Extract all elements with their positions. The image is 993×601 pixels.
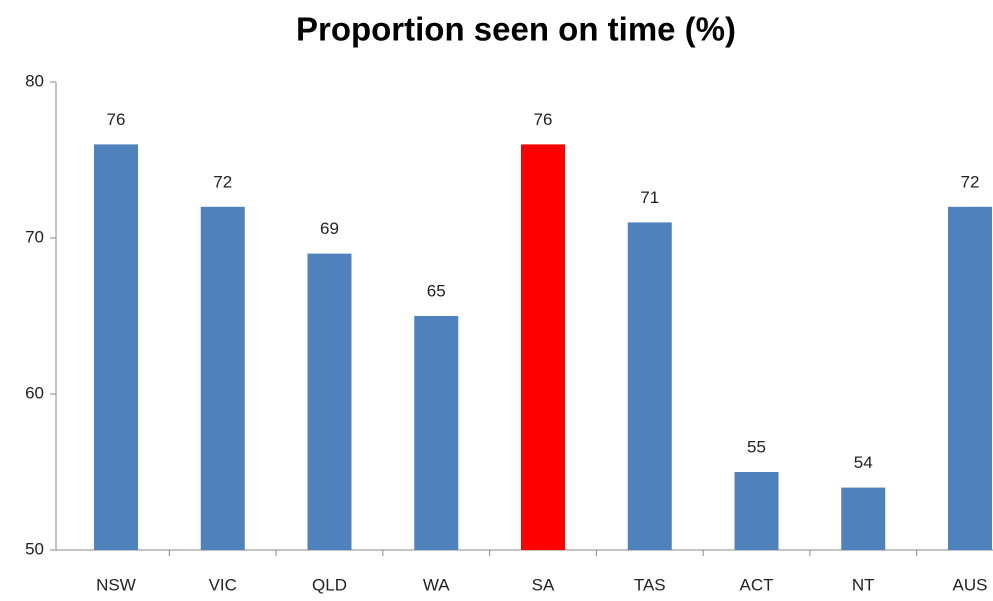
y-tick-label: 80 bbox=[25, 71, 44, 90]
x-tick-label: NT bbox=[852, 575, 875, 594]
bar bbox=[94, 144, 138, 550]
value-label: 76 bbox=[534, 110, 553, 129]
x-tick-label: TAS bbox=[634, 575, 666, 594]
value-label: 54 bbox=[854, 453, 873, 472]
value-label: 72 bbox=[961, 172, 980, 191]
bar bbox=[734, 472, 779, 550]
x-tick-label: VIC bbox=[209, 575, 237, 594]
y-tick-label: 70 bbox=[25, 227, 44, 246]
bar bbox=[414, 316, 459, 550]
bar bbox=[841, 487, 886, 550]
x-tick-label: ACT bbox=[740, 575, 774, 594]
value-label: 69 bbox=[320, 219, 339, 238]
bar bbox=[307, 253, 352, 550]
value-label: 71 bbox=[640, 188, 659, 207]
x-tick-label: SA bbox=[532, 575, 555, 594]
bar bbox=[948, 206, 992, 551]
bar bbox=[627, 222, 672, 550]
value-label: 76 bbox=[107, 110, 126, 129]
value-label: 72 bbox=[213, 172, 232, 191]
value-label: 55 bbox=[747, 437, 766, 456]
x-tick-label: AUS bbox=[953, 575, 988, 594]
bar bbox=[521, 144, 565, 550]
value-label: 65 bbox=[427, 281, 446, 300]
x-tick-label: NSW bbox=[96, 575, 136, 594]
bar bbox=[200, 206, 245, 551]
chart-title: Proportion seen on time (%) bbox=[296, 11, 736, 48]
y-tick-label: 60 bbox=[25, 383, 44, 402]
x-tick-label: QLD bbox=[312, 575, 347, 594]
y-tick-label: 50 bbox=[25, 539, 44, 558]
x-tick-label: WA bbox=[423, 575, 450, 594]
